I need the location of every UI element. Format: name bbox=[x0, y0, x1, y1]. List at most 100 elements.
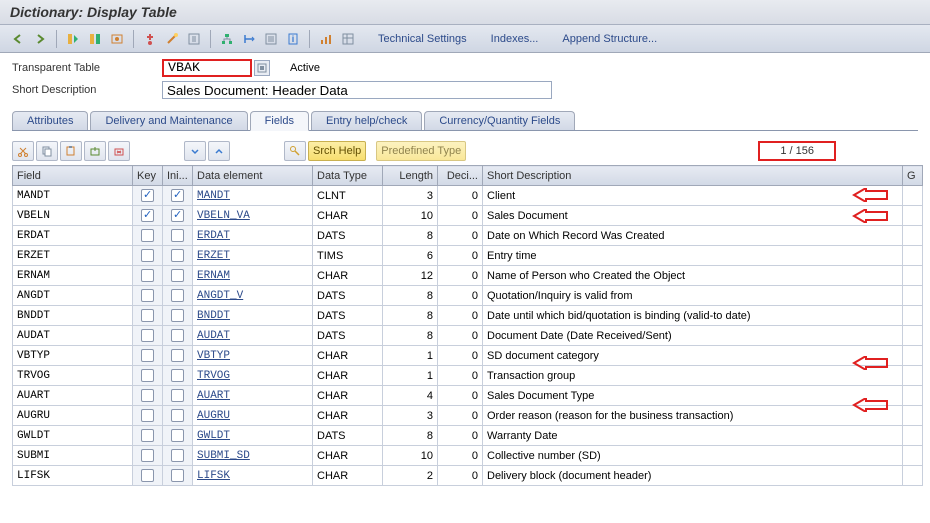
checkbox-icon[interactable] bbox=[171, 349, 184, 362]
table-row[interactable]: ANGDTANGDT_VDATS80Quotation/Inquiry is v… bbox=[13, 286, 923, 306]
cell-initial[interactable] bbox=[163, 286, 193, 306]
checkbox-icon[interactable] bbox=[141, 209, 154, 222]
table-row[interactable]: GWLDTGWLDTDATS80Warranty Date bbox=[13, 426, 923, 446]
cell-field[interactable]: MANDT bbox=[13, 186, 133, 206]
tab-fields[interactable]: Fields bbox=[250, 111, 309, 131]
cell-field[interactable]: ERDAT bbox=[13, 226, 133, 246]
cell-data-element[interactable]: ANGDT_V bbox=[193, 286, 313, 306]
cell-data-element[interactable]: AUDAT bbox=[193, 326, 313, 346]
cell-key[interactable] bbox=[133, 186, 163, 206]
cell-field[interactable]: LIFSK bbox=[13, 466, 133, 486]
cell-key[interactable] bbox=[133, 226, 163, 246]
cell-initial[interactable] bbox=[163, 346, 193, 366]
checkbox-icon[interactable] bbox=[141, 249, 154, 262]
table-row[interactable]: VBELNVBELN_VACHAR100Sales Document bbox=[13, 206, 923, 226]
table-row[interactable]: LIFSKLIFSKCHAR20Delivery block (document… bbox=[13, 466, 923, 486]
checkbox-icon[interactable] bbox=[141, 329, 154, 342]
checkbox-icon[interactable] bbox=[141, 349, 154, 362]
cell-field[interactable]: SUBMI bbox=[13, 446, 133, 466]
checkbox-icon[interactable] bbox=[171, 249, 184, 262]
search-help-button[interactable]: Srch Help bbox=[308, 141, 366, 161]
cell-initial[interactable] bbox=[163, 326, 193, 346]
table-row[interactable]: AUGRUAUGRUCHAR30Order reason (reason for… bbox=[13, 406, 923, 426]
col-ini[interactable]: Ini... bbox=[163, 166, 193, 186]
cell-key[interactable] bbox=[133, 446, 163, 466]
table-row[interactable]: ERZETERZETTIMS60Entry time bbox=[13, 246, 923, 266]
collapse-button[interactable] bbox=[208, 141, 230, 161]
checkbox-icon[interactable] bbox=[141, 229, 154, 242]
paste-button[interactable] bbox=[60, 141, 82, 161]
cell-data-element[interactable]: LIFSK bbox=[193, 466, 313, 486]
cell-initial[interactable] bbox=[163, 306, 193, 326]
checkbox-icon[interactable] bbox=[141, 429, 154, 442]
cell-key[interactable] bbox=[133, 386, 163, 406]
check-icon[interactable] bbox=[107, 29, 127, 49]
cell-data-element[interactable]: ERZET bbox=[193, 246, 313, 266]
cell-data-element[interactable]: VBTYP bbox=[193, 346, 313, 366]
cell-field[interactable]: AUDAT bbox=[13, 326, 133, 346]
cell-initial[interactable] bbox=[163, 206, 193, 226]
graphic-icon[interactable] bbox=[316, 29, 336, 49]
cell-field[interactable]: VBELN bbox=[13, 206, 133, 226]
cell-data-element[interactable]: ERDAT bbox=[193, 226, 313, 246]
cell-initial[interactable] bbox=[163, 246, 193, 266]
cell-field[interactable]: ANGDT bbox=[13, 286, 133, 306]
insert-button[interactable] bbox=[84, 141, 106, 161]
wand-icon[interactable] bbox=[162, 29, 182, 49]
checkbox-icon[interactable] bbox=[171, 209, 184, 222]
cell-initial[interactable] bbox=[163, 386, 193, 406]
cell-key[interactable] bbox=[133, 326, 163, 346]
table-row[interactable]: SUBMISUBMI_SDCHAR100Collective number (S… bbox=[13, 446, 923, 466]
cut-button[interactable] bbox=[12, 141, 34, 161]
cell-data-element[interactable]: AUGRU bbox=[193, 406, 313, 426]
checkbox-icon[interactable] bbox=[141, 309, 154, 322]
cell-key[interactable] bbox=[133, 306, 163, 326]
checkbox-icon[interactable] bbox=[171, 449, 184, 462]
display-change-icon[interactable] bbox=[63, 29, 83, 49]
col-decimals[interactable]: Deci... bbox=[438, 166, 483, 186]
cell-field[interactable]: ERNAM bbox=[13, 266, 133, 286]
table-row[interactable]: MANDTMANDTCLNT30Client bbox=[13, 186, 923, 206]
cell-data-element[interactable]: TRVOG bbox=[193, 366, 313, 386]
table-row[interactable]: ERDATERDATDATS80Date on Which Record Was… bbox=[13, 226, 923, 246]
cell-initial[interactable] bbox=[163, 186, 193, 206]
col-field[interactable]: Field bbox=[13, 166, 133, 186]
value-help-button[interactable] bbox=[254, 60, 270, 76]
cell-key[interactable] bbox=[133, 286, 163, 306]
cell-initial[interactable] bbox=[163, 426, 193, 446]
table-row[interactable]: AUARTAUARTCHAR40Sales Document Type bbox=[13, 386, 923, 406]
cell-key[interactable] bbox=[133, 366, 163, 386]
cell-initial[interactable] bbox=[163, 466, 193, 486]
table-row[interactable]: BNDDTBNDDTDATS80Date until which bid/quo… bbox=[13, 306, 923, 326]
checkbox-icon[interactable] bbox=[171, 389, 184, 402]
predefined-type-button[interactable]: Predefined Type bbox=[376, 141, 466, 161]
checkbox-icon[interactable] bbox=[141, 269, 154, 282]
cell-initial[interactable] bbox=[163, 406, 193, 426]
checkbox-icon[interactable] bbox=[171, 429, 184, 442]
checkbox-icon[interactable] bbox=[171, 409, 184, 422]
technical-settings-button[interactable]: Technical Settings bbox=[372, 31, 473, 47]
cell-initial[interactable] bbox=[163, 366, 193, 386]
cell-key[interactable] bbox=[133, 426, 163, 446]
col-short-desc[interactable]: Short Description bbox=[483, 166, 903, 186]
tab-attributes[interactable]: Attributes bbox=[12, 111, 88, 130]
checkbox-icon[interactable] bbox=[171, 309, 184, 322]
cell-data-element[interactable]: GWLDT bbox=[193, 426, 313, 446]
checkbox-icon[interactable] bbox=[171, 329, 184, 342]
checkbox-icon[interactable] bbox=[171, 289, 184, 302]
cell-key[interactable] bbox=[133, 246, 163, 266]
cell-field[interactable]: TRVOG bbox=[13, 366, 133, 386]
info-icon[interactable]: i bbox=[283, 29, 303, 49]
col-data-element[interactable]: Data element bbox=[193, 166, 313, 186]
table-row[interactable]: AUDATAUDATDATS80Document Date (Date Rece… bbox=[13, 326, 923, 346]
col-data-type[interactable]: Data Type bbox=[313, 166, 383, 186]
expand-button[interactable] bbox=[184, 141, 206, 161]
cell-data-element[interactable]: VBELN_VA bbox=[193, 206, 313, 226]
checkbox-icon[interactable] bbox=[171, 369, 184, 382]
indexes-button[interactable]: Indexes... bbox=[485, 31, 545, 47]
outline-left-icon[interactable] bbox=[239, 29, 259, 49]
cell-field[interactable]: AUGRU bbox=[13, 406, 133, 426]
cell-data-element[interactable]: MANDT bbox=[193, 186, 313, 206]
cell-key[interactable] bbox=[133, 466, 163, 486]
cell-field[interactable]: AUART bbox=[13, 386, 133, 406]
